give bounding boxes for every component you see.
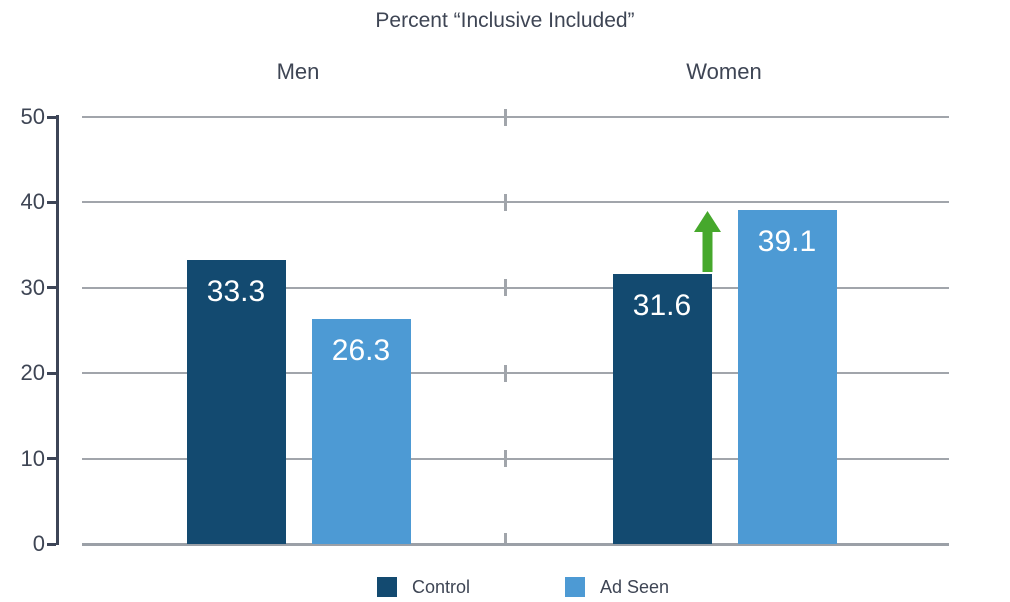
- y-axis-tick-0: [47, 542, 56, 546]
- bar-women-ad-seen: 39.1: [737, 210, 837, 544]
- center-tick-50: [504, 108, 507, 126]
- gridline-30: [82, 286, 949, 289]
- center-tick-40: [504, 193, 507, 211]
- y-axis-tick-10: [47, 457, 56, 461]
- legend-label-ad-seen: Ad Seen: [600, 577, 670, 597]
- legend-swatch-control: [377, 577, 397, 597]
- y-tick-label-40: 40: [20, 189, 45, 215]
- bar-value-label: 39.1: [757, 225, 817, 259]
- legend-swatch-ad-seen: [565, 577, 585, 597]
- gridline-40: [82, 201, 949, 204]
- group-label-women: Women: [686, 59, 762, 84]
- group-label-men: Men: [276, 59, 320, 84]
- bar-value-label: 31.6: [632, 289, 692, 323]
- bar-value-label: 26.3: [331, 334, 391, 368]
- y-tick-label-50: 50: [20, 104, 45, 129]
- bar-value-label: 33.3: [206, 274, 266, 308]
- y-axis-tick-40: [47, 200, 56, 204]
- gridline-0: [82, 543, 949, 546]
- bar-women-control: 31.6: [612, 274, 712, 544]
- center-tick-20: [504, 364, 507, 382]
- bar-men-ad-seen: 26.3: [311, 319, 411, 544]
- center-tick-10: [504, 450, 507, 468]
- y-axis-line: [55, 115, 59, 545]
- gridline-10: [82, 457, 949, 460]
- y-axis-tick-50: [47, 115, 56, 119]
- y-axis-tick-20: [47, 371, 56, 375]
- gridline-20: [82, 372, 949, 375]
- center-tick-0: [504, 533, 507, 543]
- bar-men-control: 33.3: [186, 259, 286, 544]
- y-axis-tick-30: [47, 286, 56, 290]
- increase-arrow-icon: [694, 211, 721, 272]
- legend-label-control: Control: [412, 577, 471, 597]
- y-tick-label-20: 20: [20, 360, 45, 386]
- center-tick-30: [504, 279, 507, 297]
- gridline-50: [82, 116, 949, 118]
- y-tick-label-30: 30: [20, 274, 45, 300]
- chart-title: Percent “Inclusive Included”: [375, 9, 635, 32]
- y-tick-label-10: 10: [20, 445, 45, 471]
- y-tick-label-0: 0: [32, 531, 45, 556]
